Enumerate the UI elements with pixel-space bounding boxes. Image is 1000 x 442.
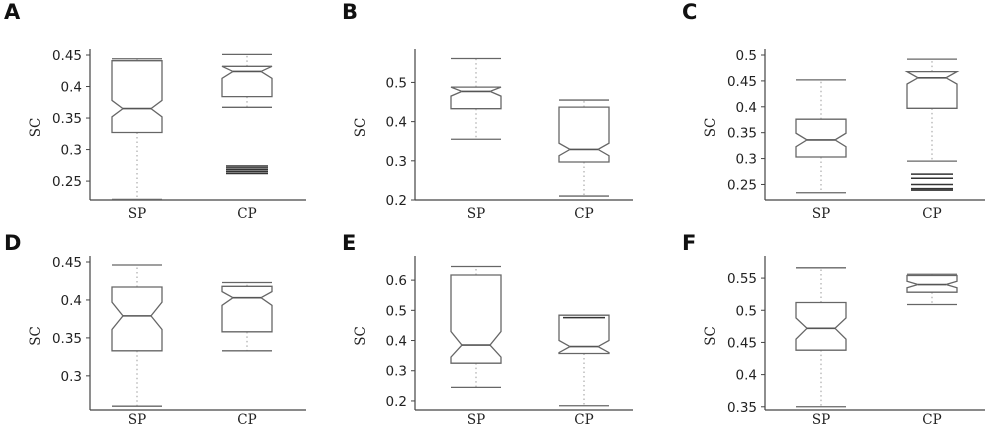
y-axis-title: SC [703,118,719,138]
box-sp [111,264,163,407]
notched-box [795,118,847,158]
y-tick-label: 0.3 [386,154,407,170]
notched-box [111,286,163,352]
panel-letter: C [682,0,697,24]
y-tick-label: 0.5 [386,75,407,91]
x-category-label: SP [128,412,146,428]
box-sp [795,79,847,194]
notched-box [558,106,610,163]
notched-box [221,65,273,98]
x-category-label: CP [574,206,593,222]
panel-d: D 0.3 0.35 0.4 0.45 SC SP CP [4,231,306,428]
notched-box [221,285,273,333]
notched-box [450,86,502,110]
box-cp [558,99,610,197]
y-tick-label: 0.4 [61,293,82,309]
x-category-label: CP [237,206,256,222]
notched-box [795,301,847,351]
panel-b: B 0.2 0.3 0.4 0.5 SC SP CP [342,0,633,222]
x-category-label: SP [812,206,830,222]
y-tick-label: 0.5 [736,48,757,64]
x-category-label: CP [574,412,593,428]
box-sp [450,57,502,140]
panel-e: E 0.2 0.3 0.4 0.5 0.6 SC SP CP [342,231,633,428]
notched-box [904,70,960,109]
panel-letter: A [4,0,21,24]
panel-letter: D [4,231,21,255]
y-tick-label: 0.35 [52,111,82,127]
y-axis-title: SC [353,118,369,138]
y-tick-label: 0.6 [386,273,407,289]
y-tick-label: 0.45 [727,335,757,351]
y-axis-title: SC [703,326,719,346]
y-tick-label: 0.4 [61,80,82,96]
box-cp [221,281,273,352]
notched-box [450,274,502,364]
box-cp [906,273,958,306]
y-tick-label: 0.4 [736,368,757,384]
x-category-label: CP [922,206,941,222]
x-category-label: SP [467,206,485,222]
x-category-label: SP [467,412,485,428]
panel-c: C 0.25 0.3 0.35 0.4 0.45 0.5 SC SP CP [682,0,985,222]
panel-letter: F [682,231,696,255]
notched-box [558,314,610,355]
y-tick-label: 0.2 [386,394,407,410]
y-tick-label: 0.45 [52,255,82,271]
y-tick-label: 0.2 [386,193,407,209]
y-tick-label: 0.45 [52,48,82,64]
y-tick-label: 0.35 [727,126,757,142]
panel-letter: B [342,0,358,24]
y-tick-label: 0.4 [386,115,407,131]
box-sp [111,58,163,201]
box-cp [558,314,610,407]
y-tick-label: 0.35 [52,331,82,347]
y-tick-label: 0.3 [61,143,82,159]
box-sp [795,267,847,408]
box-cp [221,53,273,175]
y-tick-label: 0.35 [727,400,757,416]
x-category-label: SP [128,206,146,222]
panel-f: F 0.35 0.4 0.45 0.5 0.55 SC SP CP [682,231,985,428]
panel-letter: E [342,231,356,255]
y-axis-title: SC [353,326,369,346]
y-tick-label: 0.25 [52,174,82,190]
y-axis-title: SC [28,326,44,346]
y-axis-title: SC [28,118,44,138]
y-tick-label: 0.5 [386,303,407,319]
notched-box [111,60,163,134]
y-tick-label: 0.25 [727,177,757,193]
y-tick-label: 0.4 [736,100,757,116]
panel-a: A 0.25 0.3 0.35 0.4 0.45 SC SP CP [4,0,306,222]
x-category-label: SP [812,412,830,428]
x-category-label: CP [237,412,256,428]
y-tick-label: 0.5 [736,303,757,319]
box-cp [904,58,960,191]
y-tick-label: 0.3 [61,369,82,385]
y-tick-label: 0.4 [386,334,407,350]
y-tick-label: 0.3 [386,364,407,380]
y-tick-label: 0.55 [727,271,757,287]
x-category-label: CP [922,412,941,428]
y-tick-label: 0.45 [727,74,757,90]
box-sp [450,265,502,388]
y-tick-label: 0.3 [736,152,757,168]
